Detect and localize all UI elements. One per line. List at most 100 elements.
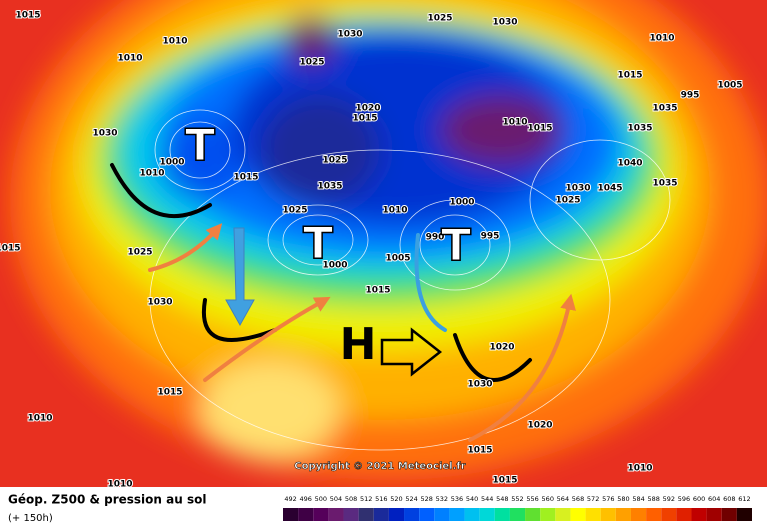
scale-label: 580 bbox=[617, 495, 629, 503]
scale-label: 508 bbox=[345, 495, 357, 503]
isobar-label: 1015 bbox=[157, 388, 182, 398]
isobar-label: 1015 bbox=[492, 476, 517, 486]
scale-label: 536 bbox=[451, 495, 463, 503]
scale-swatch bbox=[434, 508, 450, 521]
isobar-label: 1035 bbox=[652, 179, 677, 189]
isobar-label: 1015 bbox=[467, 446, 492, 456]
isobar-label: 1030 bbox=[492, 18, 517, 28]
isobar-label: 1015 bbox=[617, 71, 642, 81]
scale-label: 500 bbox=[315, 495, 327, 503]
scale-label: 504 bbox=[330, 495, 342, 503]
scale-label: 540 bbox=[466, 495, 478, 503]
scale-label: 564 bbox=[557, 495, 569, 503]
scale-label: 588 bbox=[647, 495, 659, 503]
isobar-label: 1025 bbox=[127, 248, 152, 258]
color-scale: 492 496 500 504 508 512 516 520 524 528 532 536 540 5… bbox=[283, 495, 752, 521]
scale-label: 520 bbox=[390, 495, 402, 503]
scale-swatch bbox=[419, 508, 435, 521]
isobar-label: 1010 bbox=[649, 34, 674, 44]
isobar-label: 995 bbox=[481, 232, 500, 242]
scale-label: 552 bbox=[511, 495, 523, 503]
scale-label: 496 bbox=[299, 495, 311, 503]
isobar-label: 1010 bbox=[627, 464, 652, 474]
scale-swatch bbox=[494, 508, 510, 521]
scale-swatch bbox=[540, 508, 556, 521]
scale-swatch bbox=[343, 508, 359, 521]
scale-swatch bbox=[585, 508, 601, 521]
isobar-label: 1015 bbox=[352, 114, 377, 124]
scale-label: 556 bbox=[526, 495, 538, 503]
scale-label: 532 bbox=[436, 495, 448, 503]
scale-swatch bbox=[298, 508, 314, 521]
scale-label: 544 bbox=[481, 495, 493, 503]
map-title: Géop. Z500 & pression au sol bbox=[8, 493, 206, 507]
isobar-label: 1005 bbox=[385, 254, 410, 264]
background bbox=[0, 0, 767, 487]
scale-label: 528 bbox=[421, 495, 433, 503]
isobar-label: 1025 bbox=[299, 58, 324, 68]
pressure-center: T bbox=[441, 220, 471, 271]
scale-label: 572 bbox=[587, 495, 599, 503]
isobar-label: 1015 bbox=[527, 124, 552, 134]
isobar-label: 1010 bbox=[382, 206, 407, 216]
scale-swatch bbox=[721, 508, 737, 521]
scale-swatch bbox=[706, 508, 722, 521]
scale-swatch bbox=[449, 508, 465, 521]
scale-label: 516 bbox=[375, 495, 387, 503]
arrows bbox=[110, 163, 576, 442]
isobar-label: 1010 bbox=[162, 37, 187, 47]
scale-swatch bbox=[464, 508, 480, 521]
isobar-label: 1030 bbox=[92, 129, 117, 139]
scale-label: 568 bbox=[572, 495, 584, 503]
scale-swatch bbox=[570, 508, 586, 521]
scale-label: 596 bbox=[678, 495, 690, 503]
isobar-label: 1030 bbox=[147, 298, 172, 308]
scale-swatch bbox=[525, 508, 541, 521]
isobar-label: 1030 bbox=[467, 380, 492, 390]
scale-label: 576 bbox=[602, 495, 614, 503]
copyright: Copyright © 2021 Meteociel.fr bbox=[294, 461, 465, 472]
isobar-label: 1015 bbox=[365, 286, 390, 296]
scale-label: 548 bbox=[496, 495, 508, 503]
scale-swatch bbox=[555, 508, 571, 521]
isobar-label: 1035 bbox=[652, 104, 677, 114]
pressure-center: H bbox=[340, 319, 377, 370]
scale-swatch bbox=[691, 508, 707, 521]
isobar-label: 1010 bbox=[502, 118, 527, 128]
scale-label: 584 bbox=[632, 495, 644, 503]
scale-swatch bbox=[509, 508, 526, 521]
scale-swatch bbox=[404, 508, 420, 521]
isobar-label: 1025 bbox=[282, 206, 307, 216]
scale-swatch bbox=[615, 508, 631, 521]
scale-swatch bbox=[313, 508, 329, 521]
isobar-label: 1010 bbox=[27, 414, 52, 424]
isobar-label: 1015 bbox=[0, 244, 21, 254]
scale-swatch bbox=[388, 508, 405, 521]
scale-label: 592 bbox=[663, 495, 675, 503]
scale-swatch bbox=[358, 508, 374, 521]
isobar-label: 1035 bbox=[627, 124, 652, 134]
isobar-label: 1030 bbox=[337, 30, 362, 40]
scale-swatch bbox=[736, 508, 752, 521]
scale-label: 608 bbox=[723, 495, 735, 503]
scale-swatch bbox=[630, 508, 647, 521]
isobar-label: 1015 bbox=[233, 173, 258, 183]
scale-swatch bbox=[373, 508, 389, 521]
isobar-label: 1015 bbox=[15, 11, 40, 21]
isobar-label: 1045 bbox=[597, 184, 622, 194]
scale-label: 612 bbox=[738, 495, 750, 503]
pressure-center: T bbox=[303, 218, 333, 269]
isobar-label: 1000 bbox=[159, 158, 184, 168]
isobar-label: 1035 bbox=[317, 182, 342, 192]
isobar-label: 1000 bbox=[449, 198, 474, 208]
isobar-label: 1025 bbox=[322, 156, 347, 166]
scale-label: 600 bbox=[693, 495, 705, 503]
scale-swatch bbox=[479, 508, 495, 521]
scale-swatch bbox=[283, 508, 299, 521]
isobar-label: 1030 bbox=[565, 184, 590, 194]
isobar-label: 1005 bbox=[717, 81, 742, 91]
scale-label: 512 bbox=[360, 495, 372, 503]
scale-swatch bbox=[661, 508, 677, 521]
